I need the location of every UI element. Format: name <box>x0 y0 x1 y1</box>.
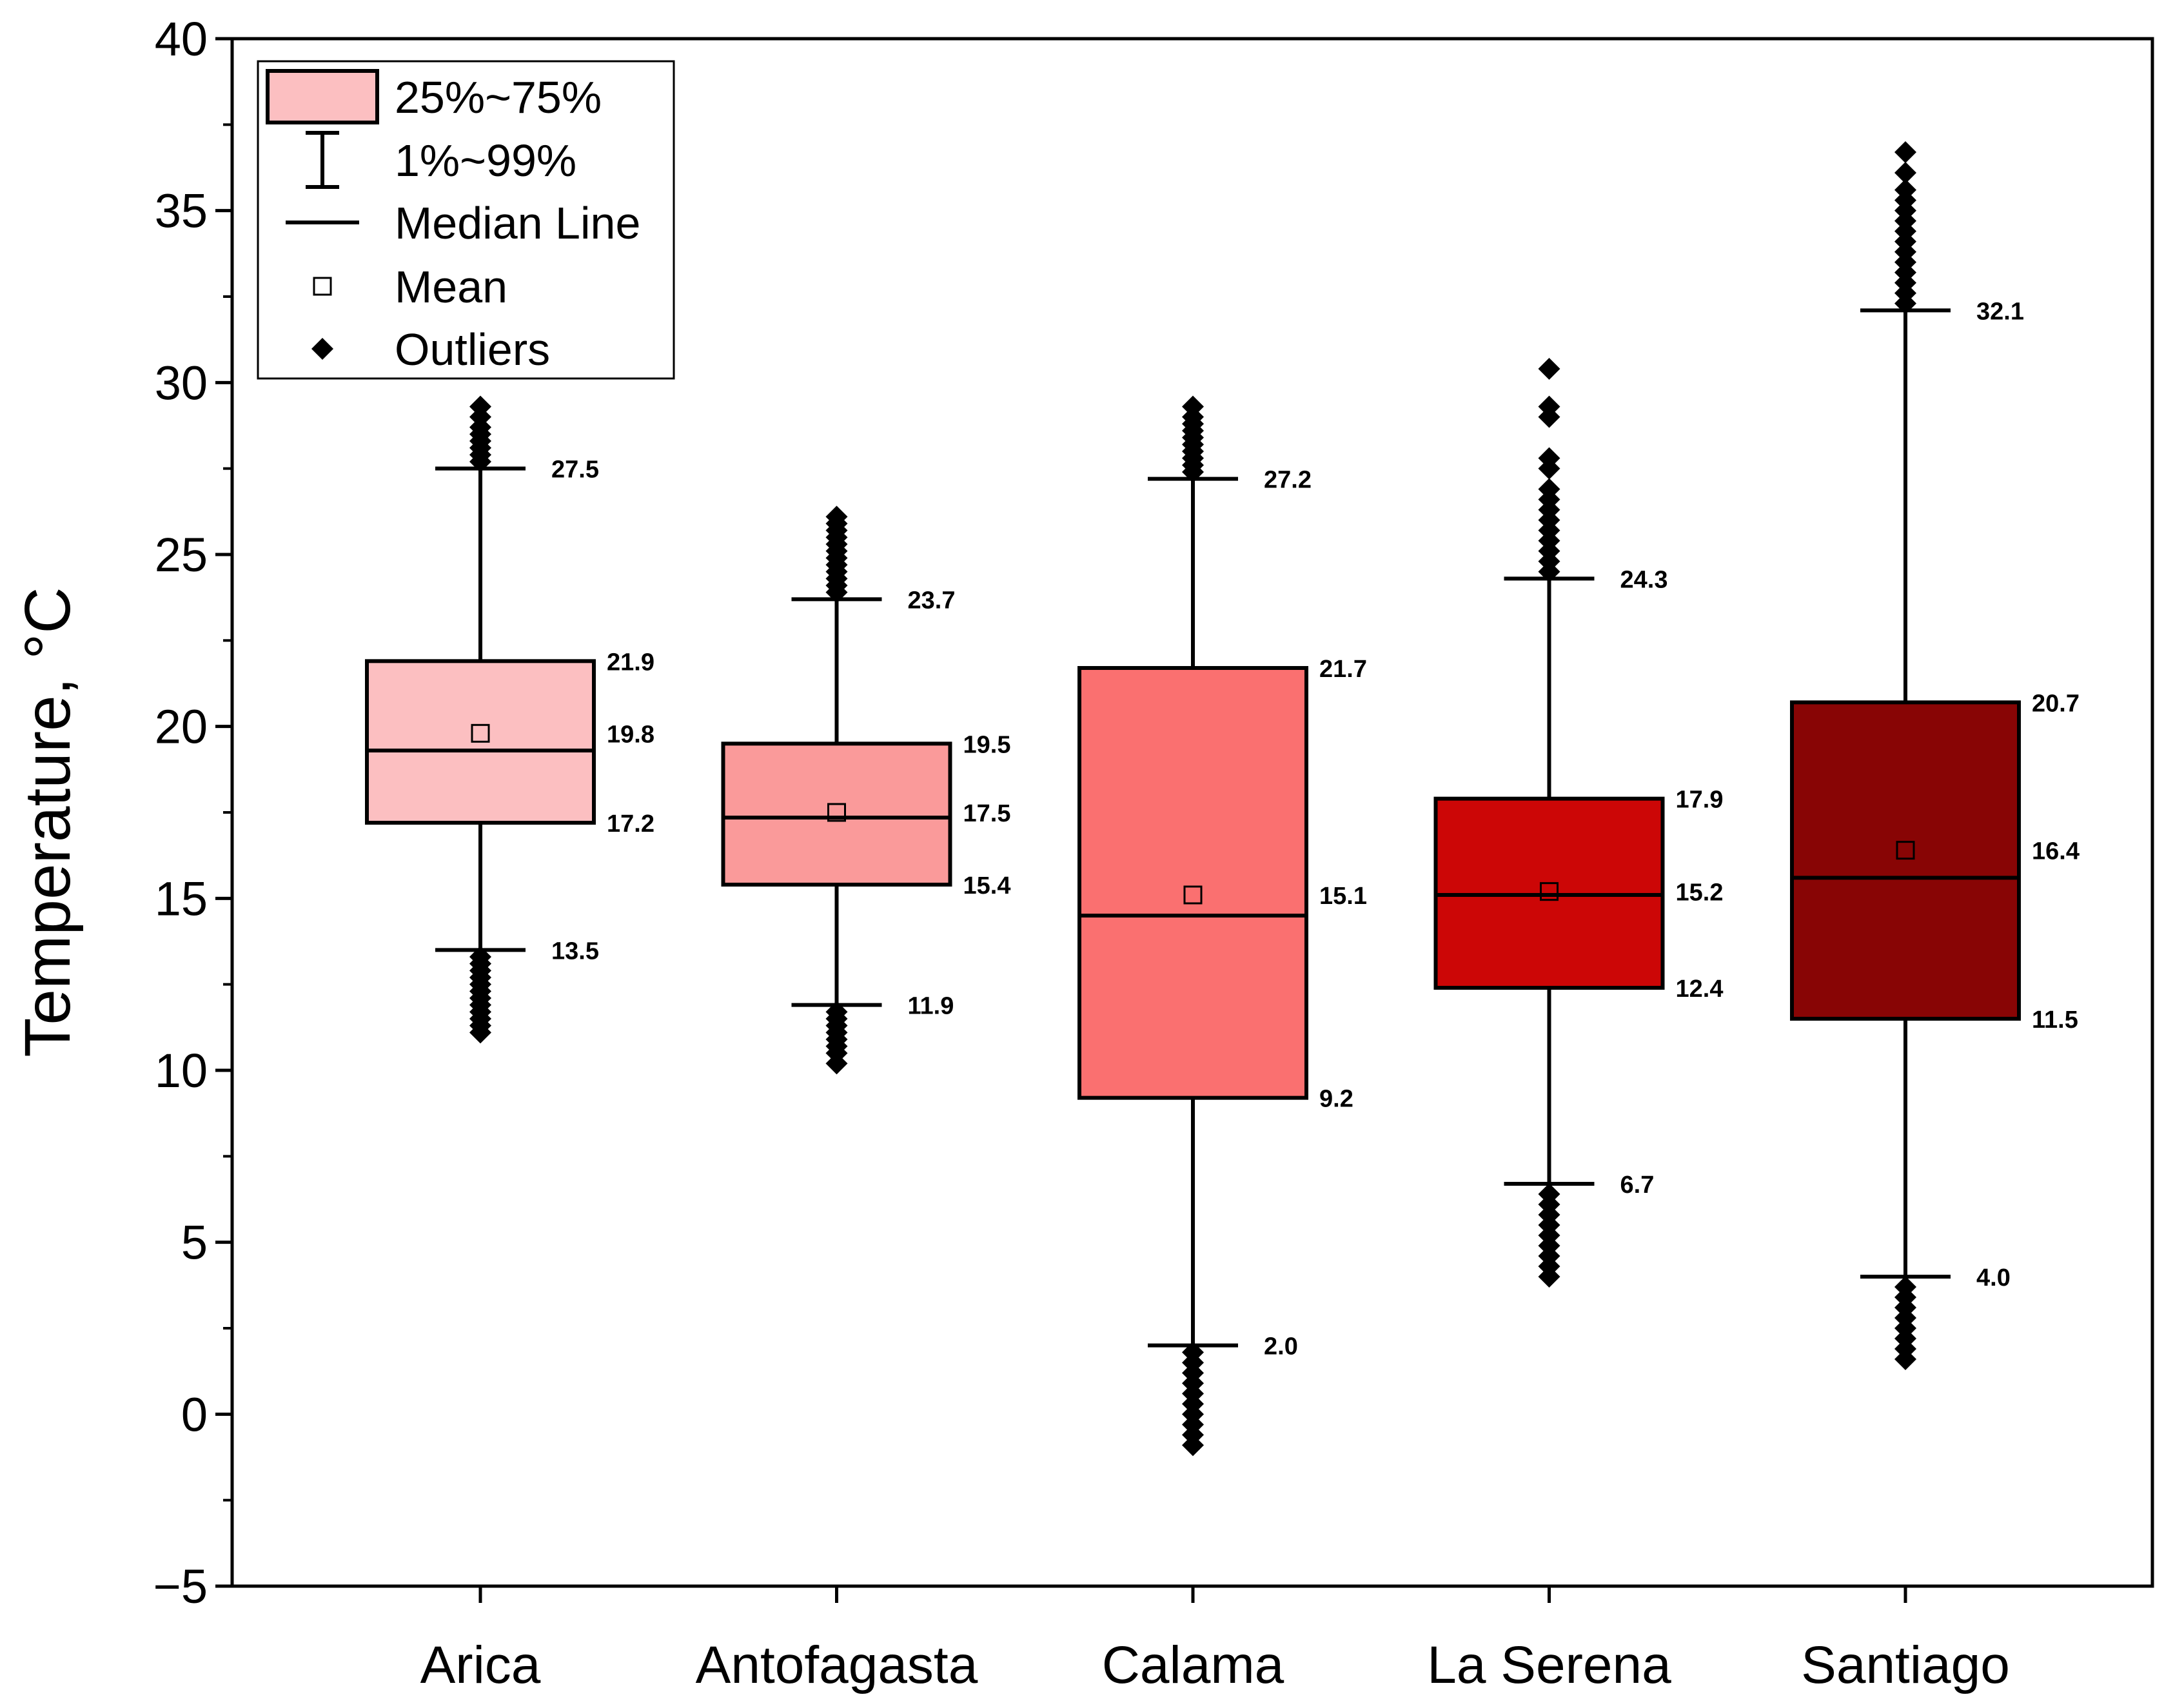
mean-marker <box>1540 882 1559 901</box>
mean-marker <box>471 723 490 743</box>
value-label-q3: 19.5 <box>963 731 1011 758</box>
legend-entry-label: Median Line <box>395 198 640 248</box>
outlier-marker <box>1182 1434 1204 1457</box>
value-label-mean: 15.1 <box>1319 883 1367 910</box>
value-label-whisker-low: 2.0 <box>1264 1333 1298 1360</box>
y-tick-label: 25 <box>155 528 208 582</box>
legend-entry-label: Outliers <box>395 324 550 375</box>
outlier-marker <box>1894 141 1916 163</box>
box-group-arica: 27.5 13.5 21.9 17.2 19.8 <box>365 395 654 1044</box>
value-label-whisker-low: 11.9 <box>908 993 954 1020</box>
y-axis-label: Temperature, °C <box>12 587 84 1057</box>
value-label-whisker-high: 24.3 <box>1620 566 1668 593</box>
value-label-whisker-low: 4.0 <box>1976 1264 2011 1291</box>
x-category-label: Arica <box>420 1636 541 1694</box>
value-label-whisker-high: 23.7 <box>908 587 956 614</box>
outlier-marker <box>1538 395 1560 418</box>
legend-entry-label: Mean <box>395 262 507 312</box>
mean-marker <box>1896 841 1915 860</box>
y-tick-label: 30 <box>155 356 208 409</box>
value-label-q3: 21.9 <box>607 649 654 676</box>
value-label-q3: 17.9 <box>1676 787 1724 814</box>
y-tick-label: −5 <box>153 1560 208 1613</box>
value-label-q1: 15.4 <box>963 872 1011 899</box>
box-group-la-serena: 24.3 6.7 17.9 12.4 15.2 <box>1433 358 1724 1288</box>
iqr-box <box>1790 700 2021 1021</box>
outlier-marker <box>469 395 491 418</box>
outlier-marker <box>1538 1266 1560 1288</box>
mean-marker <box>1183 885 1203 905</box>
box-group-antofagasta: 23.7 11.9 19.5 15.4 17.5 <box>721 506 1011 1075</box>
value-label-q3: 20.7 <box>2032 690 2080 717</box>
value-label-mean: 17.5 <box>963 800 1011 827</box>
legend-mean-swatch <box>313 277 332 296</box>
legend-box-swatch <box>266 69 379 124</box>
axes: −5 0 5 10 15 20 25 30 35 40 Arica Antofagasta Calama… <box>153 12 2154 1694</box>
value-label-q1: 11.5 <box>2032 1006 2078 1034</box>
legend-entry-label: 25%~75% <box>395 72 602 123</box>
value-label-whisker-low: 6.7 <box>1620 1172 1655 1199</box>
x-category-label: Santiago <box>1801 1636 2010 1694</box>
legend-outlier-swatch <box>311 338 333 360</box>
value-label-q1: 17.2 <box>607 810 654 838</box>
outlier-marker <box>1182 395 1204 418</box>
iqr-box <box>721 741 952 887</box>
legend-entry-label: 1%~99% <box>395 135 576 186</box>
value-label-mean: 19.8 <box>607 721 654 748</box>
box-group-santiago: 32.1 4.0 20.7 11.5 16.4 <box>1790 141 2080 1370</box>
outlier-marker <box>825 1052 848 1075</box>
value-label-q1: 9.2 <box>1319 1086 1353 1113</box>
value-label-whisker-low: 13.5 <box>551 937 599 965</box>
outlier-marker <box>1538 447 1560 469</box>
value-label-mean: 16.4 <box>2032 838 2080 865</box>
legend: 25%~75% 1%~99% Median Line Mean Outliers <box>257 60 675 380</box>
value-label-whisker-high: 32.1 <box>1976 298 2024 325</box>
y-tick-label: 15 <box>155 872 208 925</box>
outlier-marker <box>1894 179 1916 201</box>
value-label-q3: 21.7 <box>1319 656 1367 683</box>
x-category-label: Calama <box>1102 1636 1284 1694</box>
outlier-marker <box>469 1021 491 1044</box>
box-group-calama: 27.2 2.0 21.7 9.2 15.1 <box>1077 395 1367 1457</box>
y-tick-label: 35 <box>155 184 208 238</box>
value-label-whisker-high: 27.2 <box>1264 467 1312 494</box>
outlier-marker <box>1894 162 1916 184</box>
mean-marker <box>827 803 846 822</box>
y-tick-label: 40 <box>155 12 208 66</box>
y-tick-label: 5 <box>181 1216 208 1270</box>
y-tick-label: 20 <box>155 700 208 754</box>
y-tick-label: 0 <box>181 1388 208 1441</box>
iqr-box <box>1077 666 1308 1100</box>
value-label-mean: 15.2 <box>1676 879 1724 907</box>
outlier-marker <box>1538 358 1560 380</box>
x-category-label: La Serena <box>1427 1636 1671 1694</box>
value-label-whisker-high: 27.5 <box>551 456 599 484</box>
value-label-q1: 12.4 <box>1676 976 1724 1003</box>
outlier-marker <box>1538 478 1560 500</box>
outlier-marker <box>1894 1348 1916 1370</box>
outlier-marker <box>825 506 848 528</box>
y-tick-label: 10 <box>155 1044 208 1097</box>
x-category-label: Antofagasta <box>696 1636 978 1694</box>
plot-area: 27.5 13.5 21.9 17.2 19.8 23.7 11.9 19.5 15.4 17.5… <box>365 141 2080 1457</box>
